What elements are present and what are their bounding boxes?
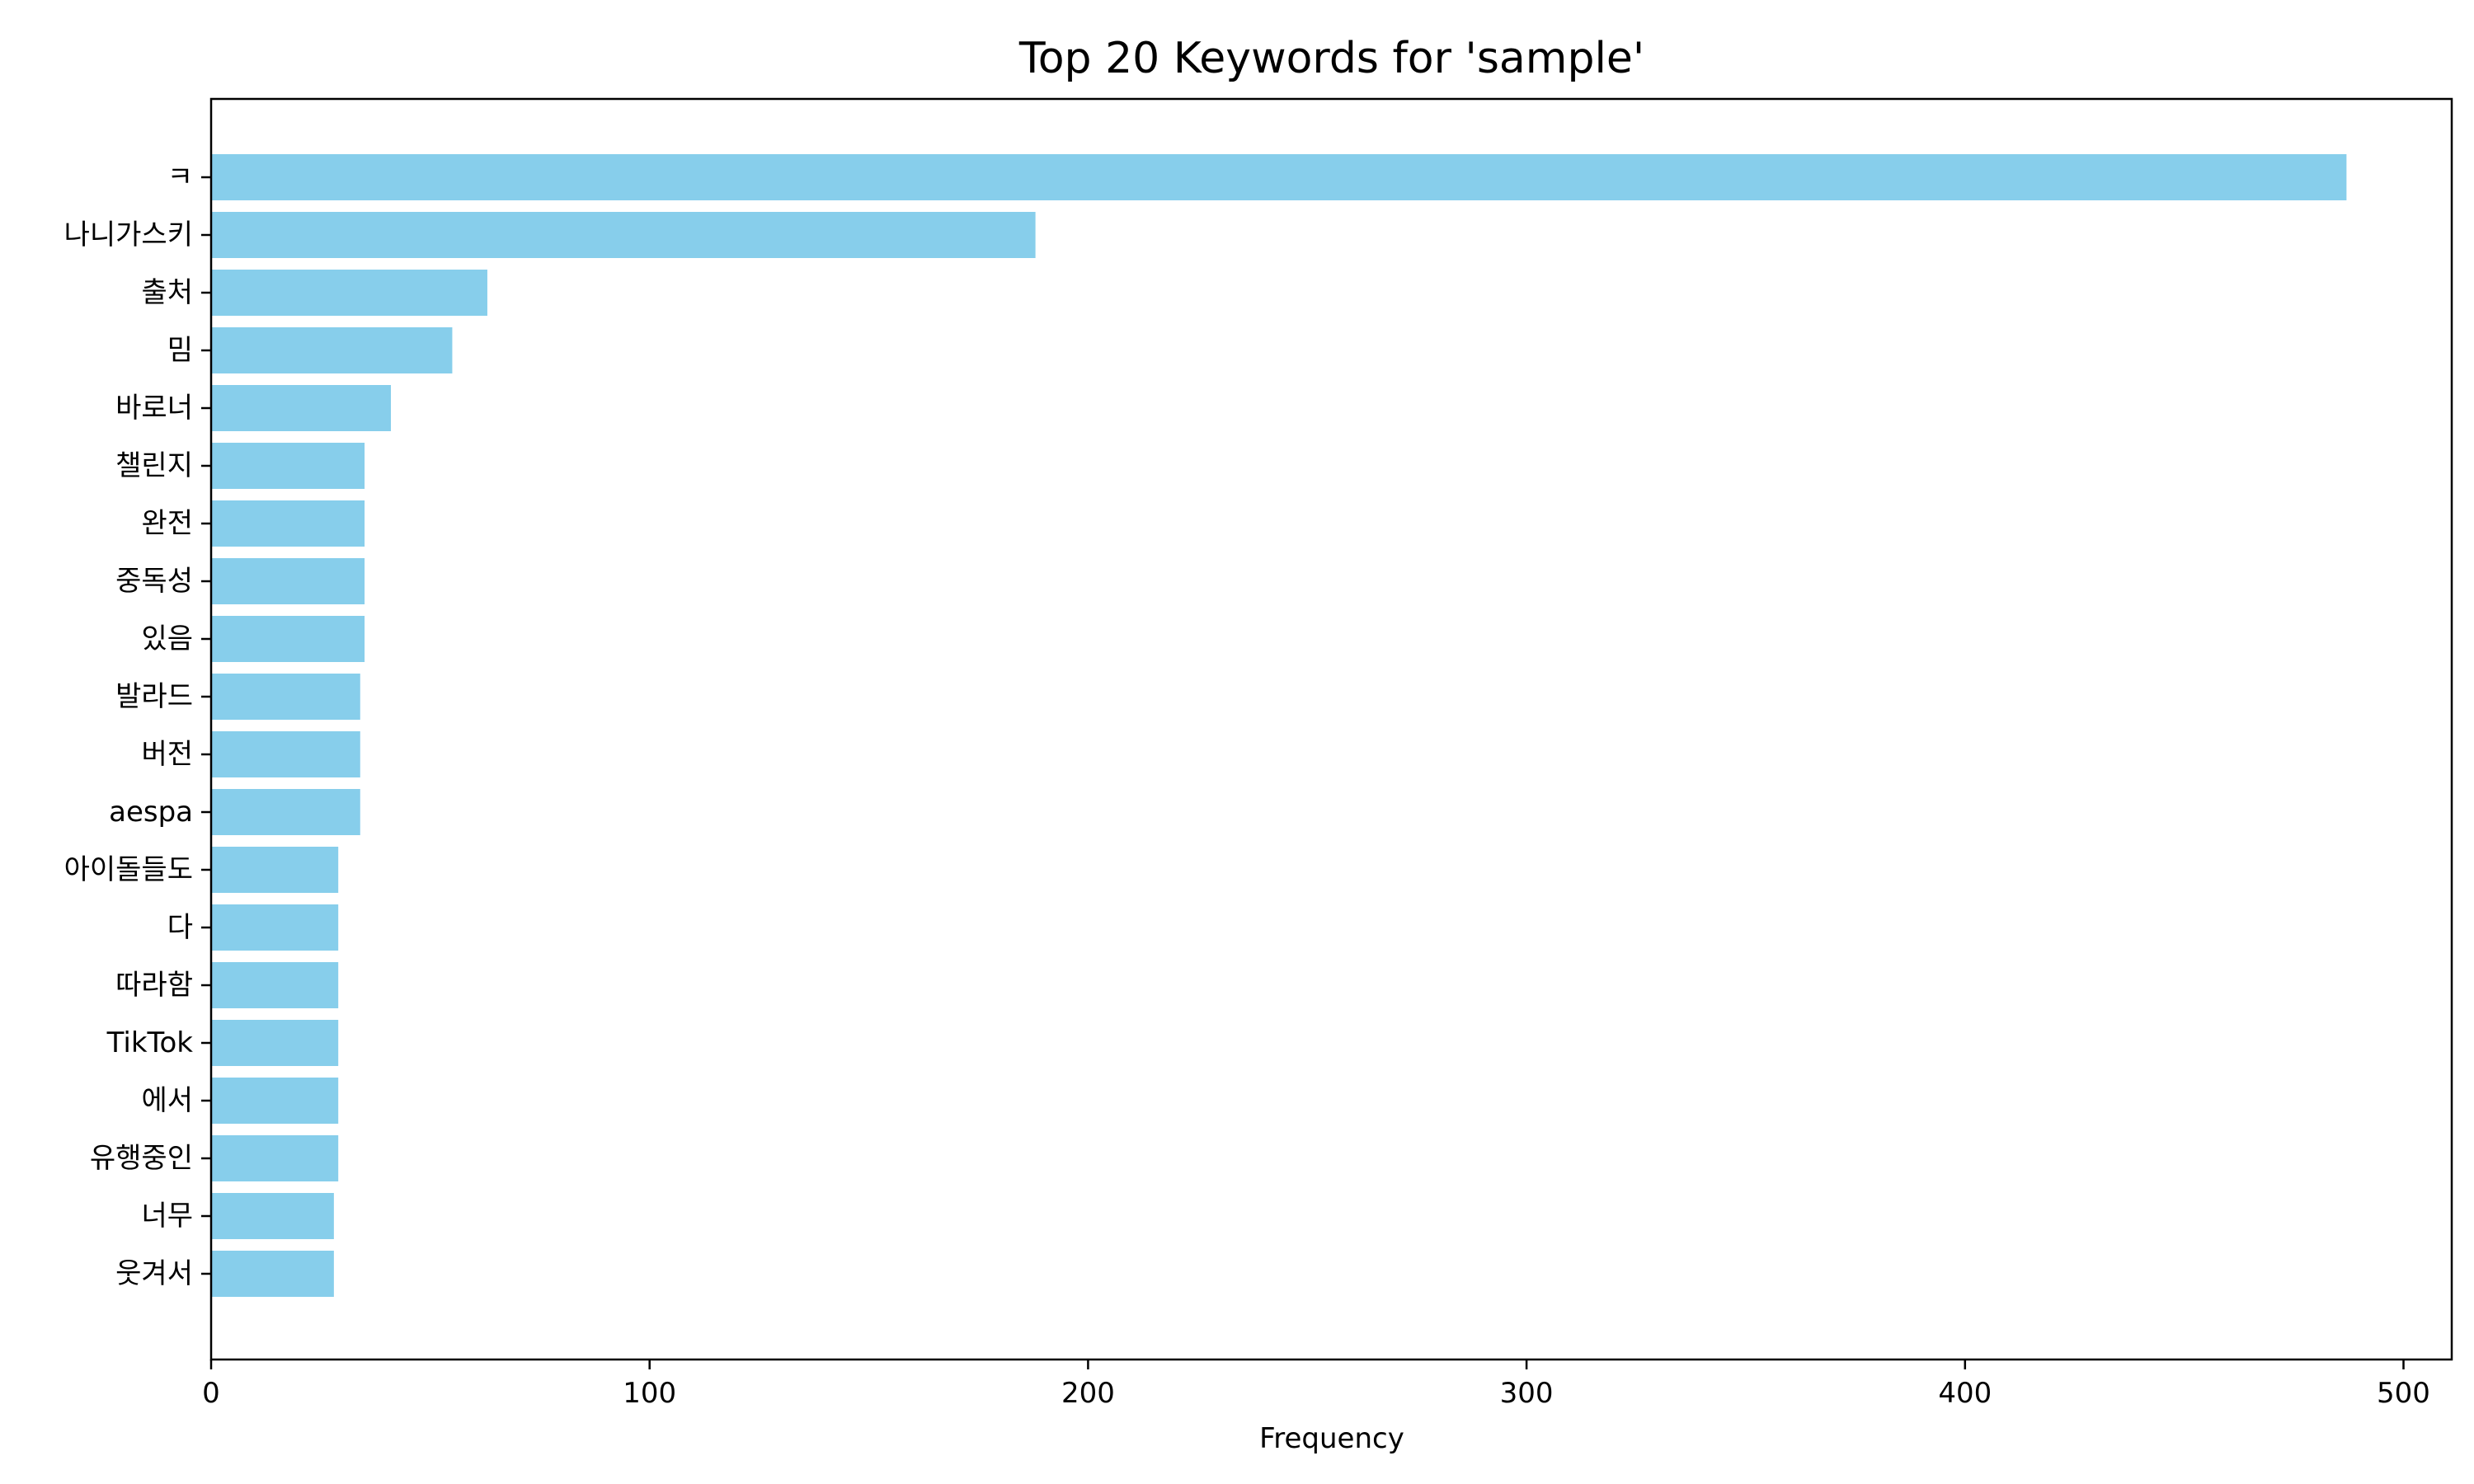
x-axis: 0 100 200 300 400 500: [202, 1360, 2430, 1410]
bar-13: [211, 847, 339, 893]
bar-15: [211, 962, 339, 1008]
bar-5: [211, 385, 391, 431]
plot-frame: [209, 97, 2453, 1361]
bar-10: [211, 674, 360, 720]
x-axis-label: Frequency: [1259, 1422, 1404, 1455]
y-tick-label: 있음: [141, 622, 193, 655]
y-tick-label: 바로너: [115, 392, 193, 425]
y-tick-label: 챌린지: [115, 449, 193, 482]
bar-17: [211, 1078, 339, 1124]
bar-8: [211, 558, 365, 604]
y-tick-label: 밈: [167, 334, 193, 367]
bar-3: [211, 270, 487, 316]
bar-9: [211, 616, 365, 662]
y-tick-label: 발라드: [115, 680, 193, 713]
y-tick-label: 출처: [141, 276, 193, 309]
bar-16: [211, 1020, 339, 1066]
y-tick-label: TikTok: [106, 1026, 194, 1059]
y-tick-label: 다: [167, 911, 193, 944]
x-tick-label: 300: [1500, 1377, 1554, 1410]
y-tick-label: 완전: [141, 507, 193, 540]
y-tick-label: 따라함: [115, 969, 193, 1002]
x-tick-label: 500: [2377, 1377, 2430, 1410]
y-tick-label: 에서: [141, 1084, 193, 1117]
bar-7: [211, 500, 365, 547]
y-tick-label: 버전: [141, 738, 193, 771]
bar-20: [211, 1251, 334, 1297]
y-tick-label: 유행중인: [90, 1142, 193, 1175]
y-tick-label: ㅋ: [167, 161, 193, 194]
chart-title: Top 20 Keywords for 'sample': [1018, 34, 1644, 83]
bar-19: [211, 1193, 334, 1239]
bar-6: [211, 443, 365, 489]
bar-12: [211, 789, 360, 835]
y-tick-label: 중독성: [115, 565, 193, 598]
bar-1: [211, 154, 2347, 200]
y-tick-label: 너무: [141, 1200, 193, 1233]
bar-14: [211, 904, 339, 951]
x-tick-label: 0: [202, 1377, 220, 1410]
bar-2: [211, 212, 1036, 258]
y-tick-label: 웃겨서: [115, 1257, 193, 1290]
x-tick-label: 200: [1061, 1377, 1115, 1410]
bar-18: [211, 1135, 339, 1181]
y-tick-label: 나니가스키: [64, 218, 193, 251]
y-tick-label: 아이돌들도: [64, 853, 193, 886]
x-tick-label: 100: [623, 1377, 676, 1410]
y-tick-label: aespa: [109, 796, 193, 829]
bar-4: [211, 327, 453, 373]
x-tick-label: 400: [1938, 1377, 1992, 1410]
bars-layer: [211, 154, 2347, 1297]
bar-11: [211, 731, 360, 777]
